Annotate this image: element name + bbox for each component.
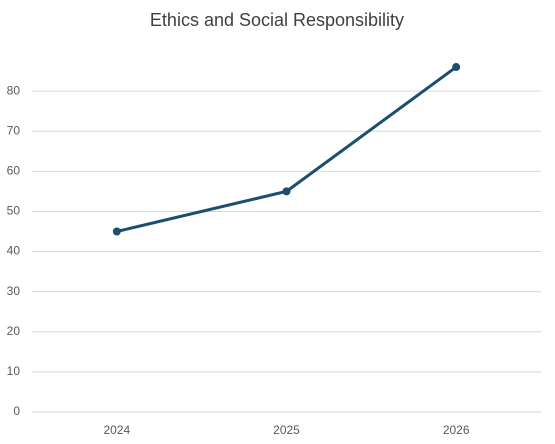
y-tick-label: 20 [7,324,21,338]
y-tick-label: 0 [13,404,20,418]
x-tick-label: 2026 [443,423,470,437]
line [115,65,458,233]
marker [452,63,461,72]
y-tick-label: 30 [7,284,21,298]
y-tick-label: 60 [7,164,21,178]
x-tick-label: 2025 [273,423,300,437]
x-tick-label: 2024 [103,423,130,437]
y-tick-label: 80 [7,83,21,97]
y-tick-label: 50 [7,204,21,218]
y-tick-label: 70 [7,123,21,137]
chart-title: Ethics and Social Responsibility [150,10,404,30]
marker [282,187,291,196]
marker [112,227,121,236]
y-tick-label: 40 [7,244,21,258]
y-tick-label: 10 [7,364,21,378]
